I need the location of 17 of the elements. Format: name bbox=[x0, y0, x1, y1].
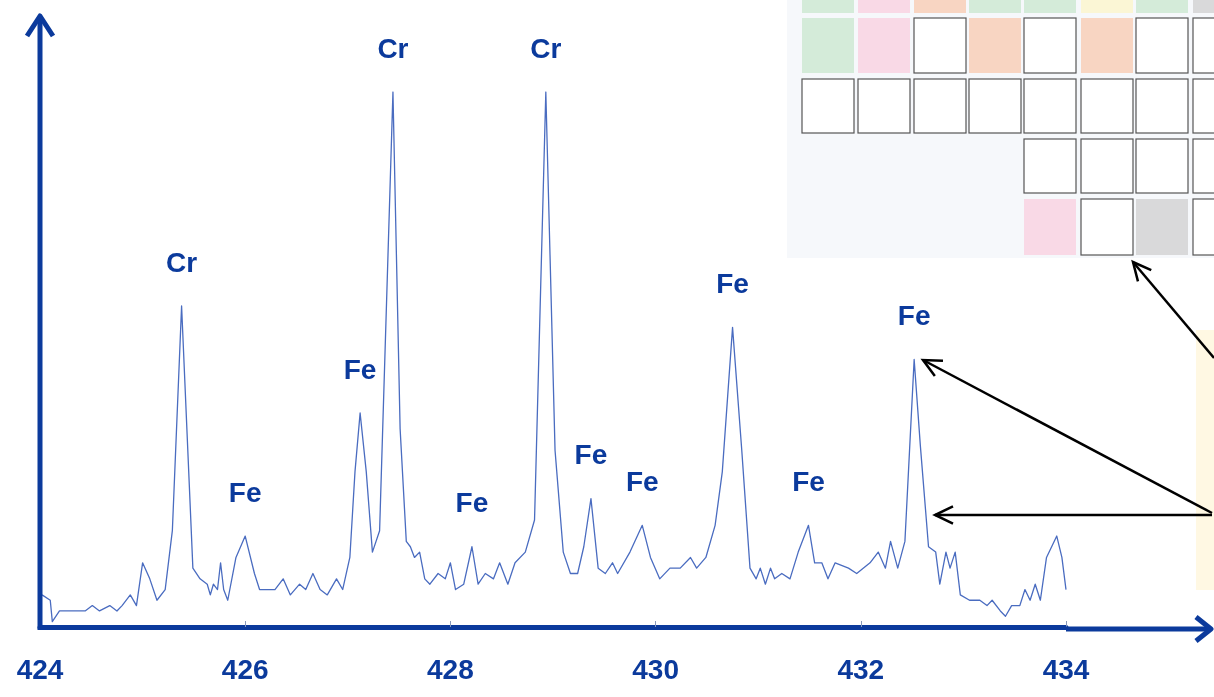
annotation: Fe bbox=[716, 267, 749, 299]
annotation: Fe bbox=[897, 300, 931, 331]
annotation: Cr bbox=[530, 32, 562, 64]
x-tick-label: 434 bbox=[1042, 653, 1090, 685]
x-tick-label: 426 bbox=[221, 653, 269, 685]
annotation: Cr bbox=[377, 32, 409, 64]
x-tick-label: 432 bbox=[837, 653, 885, 685]
annotation: Cr bbox=[166, 246, 198, 278]
annotation: Fe bbox=[228, 476, 262, 508]
annotation: Fe bbox=[343, 353, 377, 385]
x-tick-label: 430 bbox=[632, 653, 679, 685]
x-tick-label: 428 bbox=[427, 653, 474, 685]
annotation: Fe bbox=[625, 465, 659, 497]
annotation: Fe bbox=[792, 465, 825, 497]
annotation: Fe bbox=[574, 439, 608, 471]
annotation: Fe bbox=[455, 487, 489, 519]
x-tick-label: 424 bbox=[16, 653, 64, 685]
